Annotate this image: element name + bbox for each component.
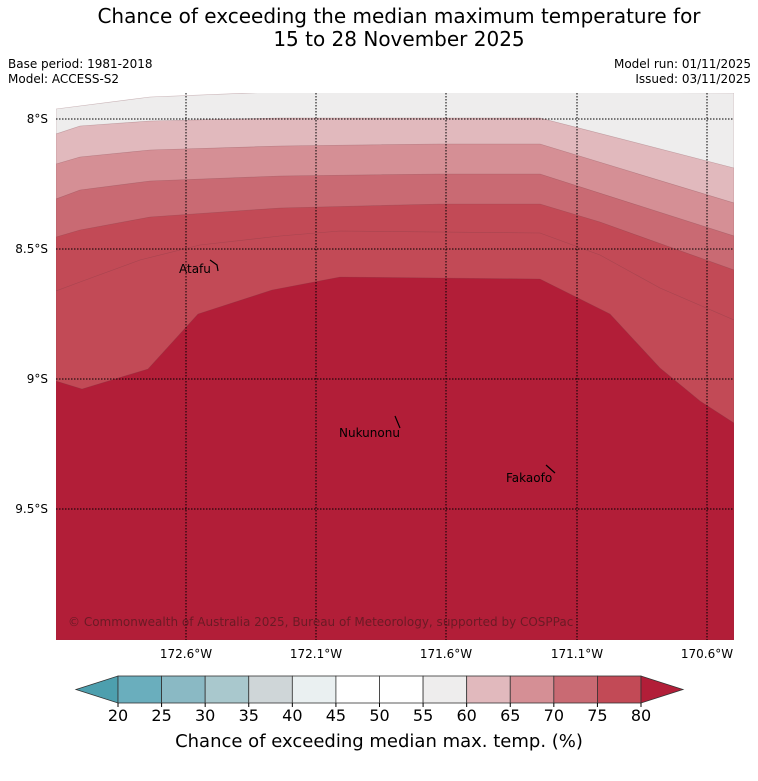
place-labels: Atafu Nukunonu Fakaofo <box>179 262 552 485</box>
colorbar-tick-label: 50 <box>369 706 389 725</box>
colorbar-under-arrow <box>74 675 119 704</box>
lon-axis-labels: 172.6°W 172.1°W 171.6°W 171.1°W 170.6°W <box>160 647 733 661</box>
colorbar-segment <box>335 675 380 704</box>
colorbar-over-arrow <box>640 675 685 704</box>
contour-above-80-core <box>56 276 734 640</box>
colorbar-segment <box>248 675 293 704</box>
colorbar-tick-label: 25 <box>151 706 171 725</box>
chart-title: Chance of exceeding the median maximum t… <box>0 5 758 51</box>
place-label-fakaofo: Fakaofo <box>506 471 552 485</box>
colorbar-segment <box>553 675 598 704</box>
colorbar-segment <box>422 675 468 704</box>
colorbar-tick-label: 30 <box>195 706 215 725</box>
lon-label: 172.1°W <box>290 647 342 661</box>
colorbar-segment <box>379 675 424 704</box>
lat-axis-labels: 8°S 8.5°S 9°S 9.5°S <box>15 112 48 516</box>
place-label-atafu: Atafu <box>179 262 211 276</box>
nukunonu-coastline <box>394 415 401 429</box>
colorbar-segment <box>466 675 511 704</box>
colorbar-segment <box>204 675 250 704</box>
lat-label: 8°S <box>27 112 48 126</box>
colorbar-tick-label: 80 <box>631 706 651 725</box>
colorbar-segment <box>597 675 642 704</box>
meta-left: Base period: 1981-2018 Model: ACCESS-S2 <box>8 57 153 87</box>
place-label-nukunonu: Nukunonu <box>339 426 400 440</box>
lon-label: 171.6°W <box>420 647 472 661</box>
colorbar-segment <box>161 675 206 704</box>
base-period: Base period: 1981-2018 <box>8 57 153 71</box>
lon-label: 172.6°W <box>160 647 212 661</box>
contour-layer <box>56 93 734 640</box>
colorbar-segment <box>117 675 162 704</box>
fakaofo-coastline <box>545 464 556 474</box>
model-name: Model: ACCESS-S2 <box>8 72 120 86</box>
title-line-2: 15 to 28 November 2025 <box>273 27 525 51</box>
copyright-notice: © Commonwealth of Australia 2025, Bureau… <box>68 615 573 629</box>
lat-label: 9.5°S <box>15 502 48 516</box>
title-line-1: Chance of exceeding the median maximum t… <box>97 4 701 28</box>
lat-label: 8.5°S <box>15 242 48 256</box>
colorbar: 20 25 30 35 40 45 50 55 60 65 70 75 80 <box>74 675 685 725</box>
graticule <box>56 93 734 640</box>
issued-date: Issued: 03/11/2025 <box>635 72 751 86</box>
colorbar-segment <box>291 675 337 704</box>
colorbar-segment <box>509 675 555 704</box>
colorbar-tick-label: 75 <box>587 706 607 725</box>
colorbar-tick-label: 20 <box>108 706 128 725</box>
lon-label: 170.6°W <box>681 647 733 661</box>
colorbar-tick-label: 65 <box>500 706 520 725</box>
colorbar-tick-label: 55 <box>413 706 433 725</box>
meta-right: Model run: 01/11/2025 Issued: 03/11/2025 <box>614 57 751 87</box>
islands <box>209 259 556 474</box>
lon-label: 171.1°W <box>551 647 603 661</box>
lat-label: 9°S <box>27 372 48 386</box>
colorbar-tick-label: 45 <box>326 706 346 725</box>
colorbar-tick-label: 40 <box>282 706 302 725</box>
colorbar-tick-label: 60 <box>456 706 476 725</box>
colorbar-tick-label: 70 <box>544 706 564 725</box>
atafu-coastline <box>209 259 219 272</box>
colorbar-title: Chance of exceeding median max. temp. (%… <box>175 731 583 752</box>
model-run: Model run: 01/11/2025 <box>613 57 751 71</box>
colorbar-tick-label: 35 <box>239 706 259 725</box>
